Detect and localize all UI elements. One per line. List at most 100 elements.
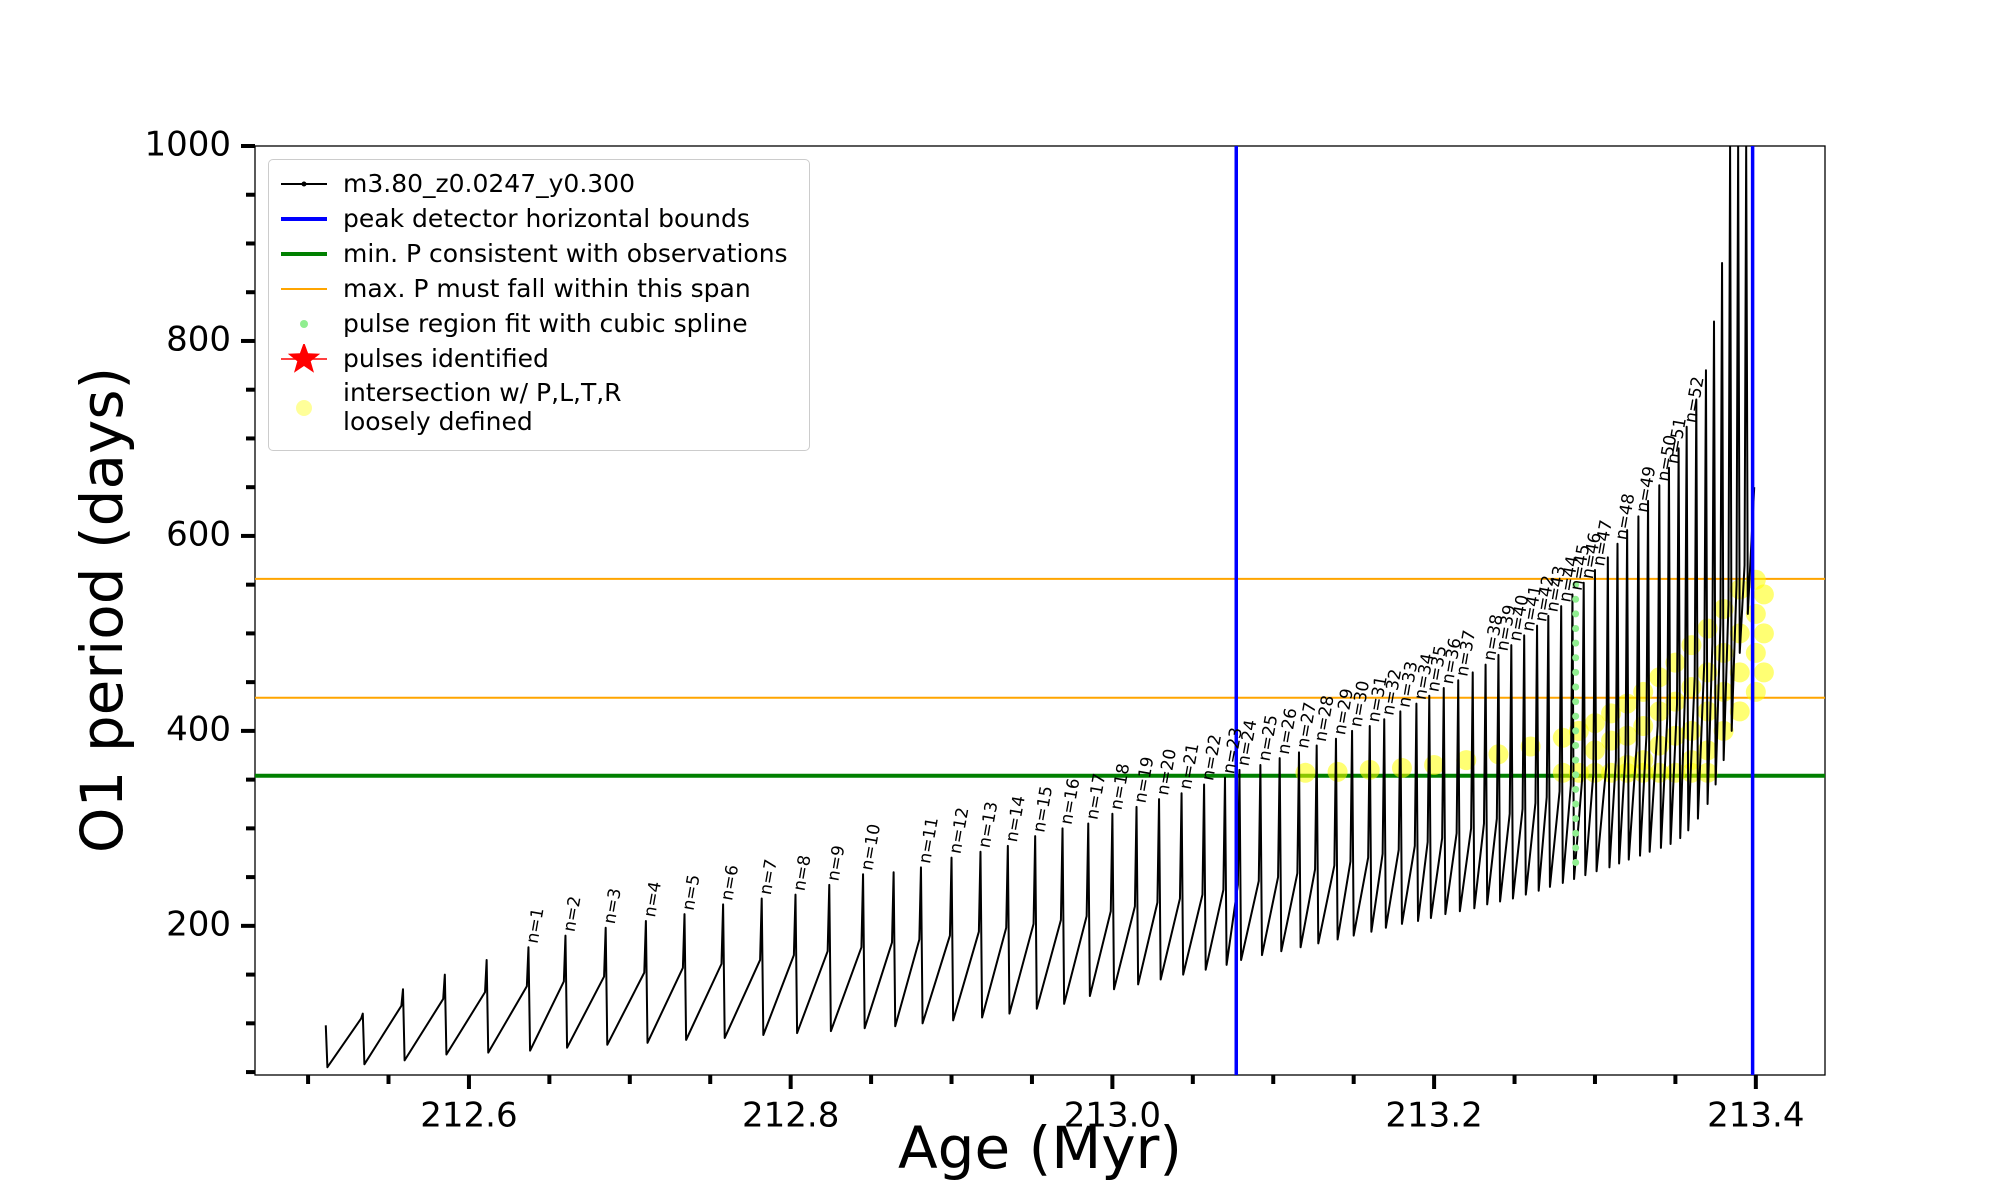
- legend-label: intersection w/ P,L,T,R loosely defined: [343, 378, 622, 436]
- pulse-label: n=16: [1057, 777, 1085, 826]
- y-tick-label: 600: [166, 514, 231, 554]
- pulse-label: n=13: [975, 800, 1003, 849]
- intersection-point: [1745, 681, 1766, 702]
- swatch-dot: [300, 320, 308, 328]
- y-axis-title: O1 period (days): [68, 367, 136, 853]
- intersection-point: [1649, 735, 1670, 756]
- legend-label: max. P must fall within this span: [343, 273, 751, 303]
- legend-swatch: [300, 320, 308, 328]
- pulse-label: n=2: [560, 895, 586, 934]
- spline-point: [1572, 727, 1580, 735]
- legend-entry: pulses identified: [269, 344, 809, 374]
- spline-point: [1572, 625, 1580, 633]
- intersection-point: [1327, 761, 1348, 782]
- swatch-star: [287, 344, 321, 373]
- spline-point: [1572, 683, 1580, 691]
- legend-swatch: [281, 217, 327, 221]
- spline-point: [1572, 800, 1580, 808]
- legend-label: min. P consistent with observations: [343, 238, 788, 268]
- legend-label: peak detector horizontal bounds: [343, 203, 750, 233]
- intersection-point: [1584, 762, 1605, 783]
- spline-point: [1572, 595, 1580, 603]
- plot-frame: [254, 145, 1826, 1076]
- intersection-point: [1729, 701, 1750, 722]
- pulse-label: n=52: [1681, 375, 1709, 424]
- legend-swatch: [281, 288, 327, 290]
- intersection-point: [1745, 603, 1766, 624]
- y-tick-label: 400: [166, 709, 231, 749]
- pulse-label: n=15: [1029, 785, 1057, 834]
- pulse-label: n=21: [1176, 742, 1204, 791]
- pulse-label: n=17: [1082, 772, 1110, 821]
- pulse-label: n=20: [1153, 747, 1181, 796]
- pulse-label: n=47: [1589, 518, 1617, 567]
- spline-point: [1572, 742, 1580, 750]
- pulse-label: n=12: [946, 806, 974, 855]
- intersection-point: [1649, 701, 1670, 722]
- legend-entry: max. P must fall within this span: [269, 274, 809, 304]
- intersection-point: [1617, 725, 1638, 746]
- pulse-label: n=9: [823, 844, 849, 883]
- spline-point: [1572, 858, 1580, 866]
- legend-entry: pulse region fit with cubic spline: [269, 309, 809, 339]
- x-tick-label: 212.6: [420, 1096, 517, 1136]
- legend-swatch: [281, 344, 327, 373]
- spline-point: [1572, 756, 1580, 764]
- x-tick-label: 213.4: [1707, 1096, 1804, 1136]
- x-tick-label: 213.0: [1064, 1096, 1161, 1136]
- y-tick-label: 200: [166, 904, 231, 944]
- pulse-label: n=37: [1452, 629, 1480, 678]
- intersection-point: [1753, 584, 1774, 605]
- pulse-label: n=10: [857, 823, 885, 872]
- pulse-label: n=1: [523, 906, 549, 945]
- pulse-label: n=11: [915, 816, 943, 865]
- spline-point: [1572, 844, 1580, 852]
- pulse-label: n=3: [600, 887, 626, 926]
- pulse-label: n=7: [756, 858, 782, 897]
- legend-swatch: [281, 181, 327, 187]
- legend-swatch: [296, 399, 312, 416]
- intersection-point: [1753, 623, 1774, 644]
- swatch-dot: [301, 181, 307, 187]
- spline-point: [1572, 654, 1580, 662]
- spline-point: [1572, 771, 1580, 779]
- spline-point: [1572, 829, 1580, 837]
- legend-entry: m3.80_z0.0247_y0.300: [269, 169, 809, 199]
- legend-swatch: [281, 252, 327, 256]
- legend-label: pulses identified: [343, 343, 549, 373]
- x-axis-title: Age (Myr): [898, 1114, 1182, 1182]
- pulse-label: n=8: [790, 854, 816, 893]
- intersection-point: [1391, 757, 1412, 778]
- spline-point: [1572, 815, 1580, 823]
- spline-point: [1572, 698, 1580, 706]
- spline-point: [1572, 610, 1580, 618]
- legend-label: m3.80_z0.0247_y0.300: [343, 168, 635, 198]
- pulse-label: n=19: [1131, 755, 1159, 804]
- intersection-point: [1753, 662, 1774, 683]
- spline-point: [1572, 712, 1580, 720]
- pulse-label: n=14: [1002, 794, 1030, 843]
- legend-entry: peak detector horizontal bounds: [269, 204, 809, 234]
- legend-entry: min. P consistent with observations: [269, 239, 809, 269]
- legend-label: pulse region fit with cubic spline: [343, 308, 748, 338]
- y-tick-label: 800: [166, 319, 231, 359]
- x-tick-label: 213.2: [1385, 1096, 1482, 1136]
- pulse-label: n=6: [717, 863, 743, 902]
- data-line: [324, 146, 1756, 1069]
- intersection-point: [1745, 569, 1766, 590]
- legend-entry: intersection w/ P,L,T,R loosely defined: [269, 378, 809, 437]
- pulse-label: n=4: [640, 880, 666, 919]
- y-tick-label: 1000: [144, 125, 231, 165]
- plot-area: [255, 146, 1825, 1075]
- intersection-point: [1745, 642, 1766, 663]
- pulse-label: n=5: [679, 873, 705, 912]
- spline-point: [1572, 668, 1580, 676]
- intersection-point: [1295, 762, 1316, 783]
- intersection-point: [1617, 755, 1638, 776]
- x-tick-label: 212.8: [742, 1096, 839, 1136]
- spline-point: [1572, 581, 1580, 589]
- intersection-point: [1424, 755, 1445, 776]
